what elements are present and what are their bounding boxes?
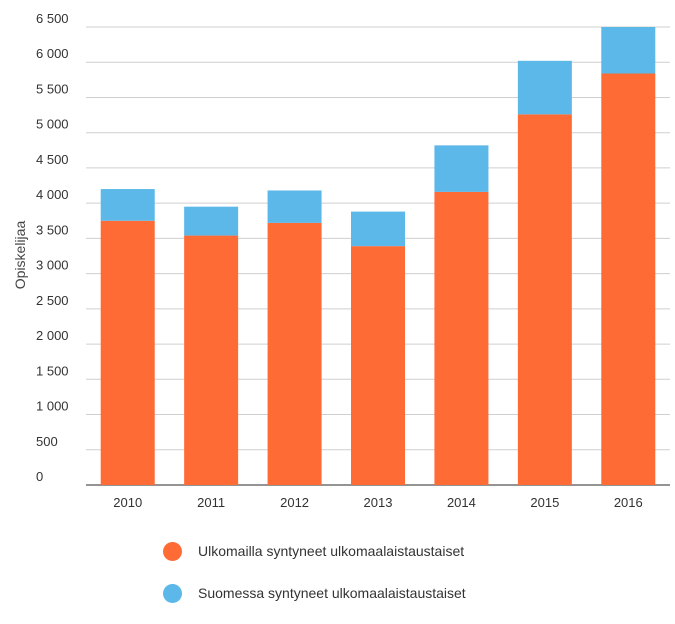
bar-2016-series-1	[601, 27, 656, 74]
bar-2012-series-0	[267, 222, 322, 486]
legend-label-suomessa: Suomessa syntyneet ulkomaalaistaustaiset	[198, 585, 466, 601]
y-tick-label: 2 500	[36, 293, 69, 308]
y-tick-label: 500	[36, 434, 58, 449]
x-axis-ticks: 2010 2011 2012 2013 2014 2015 2016	[113, 495, 642, 510]
x-tick-label-2013: 2013	[364, 495, 393, 510]
bar-2013-series-0	[351, 246, 405, 485]
y-tick-label: 6 500	[36, 11, 69, 26]
y-tick-label: 3 000	[36, 258, 69, 273]
x-tick-label-2014: 2014	[447, 495, 476, 510]
legend-swatch-ulkomailla	[163, 541, 182, 561]
bar-2014-series-1	[434, 145, 489, 192]
x-tick-label-2015: 2015	[530, 495, 559, 510]
y-tick-label: 2 000	[36, 328, 69, 343]
y-axis-label: Opiskelijaa	[12, 221, 28, 290]
bar-2013-series-1	[351, 211, 405, 247]
legend: Ulkomailla syntyneet ulkomaalaistaustais…	[163, 540, 466, 624]
bar-2010-series-1	[100, 189, 155, 221]
legend-item-suomessa: Suomessa syntyneet ulkomaalaistaustaiset	[163, 582, 466, 604]
bar-2011-series-1	[184, 206, 239, 236]
bar-2015-series-0	[517, 114, 572, 485]
y-tick-label: 4 500	[36, 152, 69, 167]
x-tick-label-2016: 2016	[614, 495, 643, 510]
y-tick-label: 4 000	[36, 187, 69, 202]
bar-2010-series-0	[100, 220, 155, 485]
legend-label-ulkomailla: Ulkomailla syntyneet ulkomaalaistaustais…	[198, 543, 465, 559]
y-axis-ticks: 0 500 1 000 1 500 2 000 2 500 3 000 3 500 4 000 4…	[36, 11, 69, 484]
y-tick-label: 1 000	[36, 399, 69, 414]
legend-item-ulkomailla: Ulkomailla syntyneet ulkomaalaistaustais…	[163, 540, 466, 562]
legend-swatch-suomessa	[163, 583, 182, 603]
y-tick-label: 3 500	[36, 222, 69, 237]
bar-2012-series-1	[267, 190, 322, 223]
y-tick-label: 1 500	[36, 363, 69, 378]
stacked-bar-chart: 0 500 1 000 1 500 2 000 2 500 3 000 3 500 4 000 4…	[12, 11, 670, 510]
x-tick-label-2012: 2012	[280, 495, 309, 510]
y-tick-label: 5 500	[36, 81, 69, 96]
y-tick-label: 6 000	[36, 46, 69, 61]
bar-2011-series-0	[184, 235, 239, 485]
bar-2015-series-1	[517, 60, 572, 115]
bar-2014-series-0	[434, 191, 489, 485]
x-tick-label-2010: 2010	[113, 495, 142, 510]
bar-2016-series-0	[601, 73, 656, 486]
y-tick-label: 0	[36, 469, 43, 484]
y-tick-label: 5 000	[36, 117, 69, 132]
bars	[100, 27, 656, 486]
x-tick-label-2011: 2011	[197, 495, 225, 510]
